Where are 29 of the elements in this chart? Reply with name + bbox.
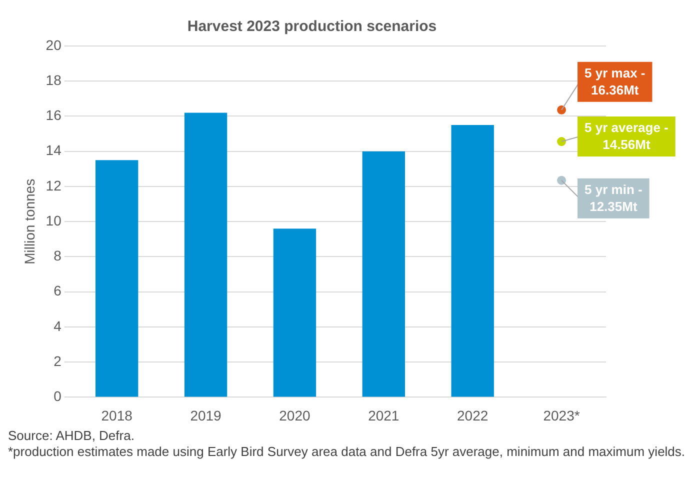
y-tick-label: 6 — [54, 282, 62, 299]
y-tick-label: 14 — [46, 142, 62, 158]
x-tick-label: 2020 — [279, 407, 310, 424]
bar — [451, 125, 494, 397]
bar — [95, 160, 138, 397]
y-axis-title: Million tonnes — [21, 178, 38, 264]
x-tick-label: 2023* — [543, 407, 580, 424]
annotation: 5 yr average - 14.56Mt — [584, 120, 668, 152]
chart-title: Harvest 2023 production scenarios — [187, 18, 437, 36]
x-tick-label: 2021 — [368, 407, 400, 424]
y-tick-label: 10 — [46, 212, 62, 228]
y-tick-label: 20 — [46, 36, 62, 53]
y-tick-label: 8 — [54, 248, 62, 264]
y-tick-label: 0 — [54, 388, 62, 404]
y-tick-label: 2 — [54, 352, 62, 369]
y-tick-label: 4 — [54, 318, 62, 334]
bar — [273, 228, 316, 397]
x-tick-label: 2018 — [101, 407, 133, 424]
x-tick-label: 2019 — [190, 407, 222, 424]
x-tick-label: 2022 — [457, 407, 488, 424]
text: *production estimates made using Early Bird Survey area data and Defra 5yr average, minimum and maximum yields. — [8, 444, 686, 460]
y-tick-label: 18 — [46, 72, 62, 88]
y-tick-label: 12 — [46, 177, 62, 194]
y-tick-label: 16 — [46, 107, 62, 124]
source-note: Source: AHDB, Defra. — [8, 428, 136, 444]
annotation: 5 yr max - 16.36Mt — [584, 65, 646, 98]
annotation: 5 yr min - 12.35Mt — [584, 182, 642, 214]
bar — [184, 112, 228, 397]
bar — [362, 151, 405, 397]
